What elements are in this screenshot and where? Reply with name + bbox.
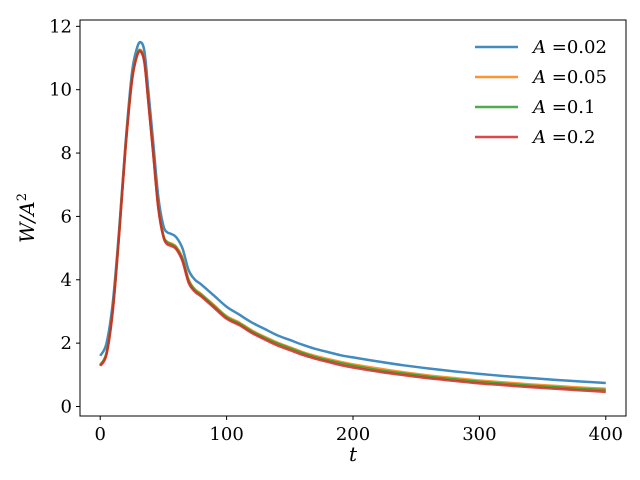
x-tick-label: 200 — [336, 424, 370, 445]
x-axis-label: t — [349, 442, 358, 466]
legend-label: A =0.05 — [531, 67, 607, 88]
y-axis-label-base: W/A — [15, 201, 39, 243]
y-axis-label: W/A2 — [15, 193, 39, 243]
series-line-3 — [99, 50, 606, 394]
series-line-0 — [99, 40, 606, 385]
series-line-2 — [99, 49, 606, 392]
series-line-1 — [99, 48, 606, 391]
series-layer — [99, 40, 606, 394]
y-tick-label: 6 — [61, 206, 72, 227]
ticks-layer: 0 100 200 300 400 0 2 4 6 8 10 12 — [49, 16, 623, 445]
y-tick-label: 8 — [61, 143, 72, 164]
x-tick-label: 0 — [94, 424, 105, 445]
legend: A =0.02 A =0.05 A =0.1 A =0.2 — [475, 37, 607, 148]
legend-label: A =0.2 — [531, 127, 595, 148]
y-tick-label: 12 — [49, 16, 72, 37]
legend-label: A =0.02 — [531, 37, 607, 58]
legend-label: A =0.1 — [531, 97, 595, 118]
x-tick-label: 400 — [589, 424, 623, 445]
y-axis-label-exponent: 2 — [15, 193, 30, 201]
y-tick-label: 2 — [61, 333, 72, 354]
y-tick-label: 10 — [49, 80, 72, 101]
x-tick-label: 100 — [209, 424, 243, 445]
y-tick-label: 4 — [61, 270, 72, 291]
y-tick-label: 0 — [61, 396, 72, 417]
x-tick-label: 300 — [462, 424, 496, 445]
